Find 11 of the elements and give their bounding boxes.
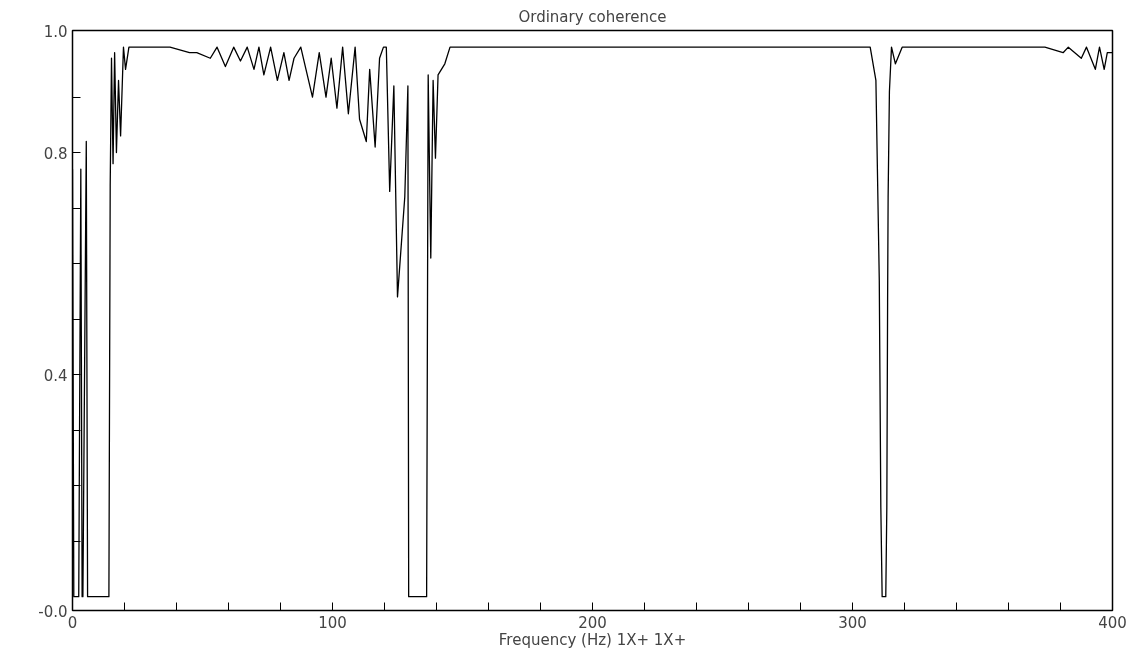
y-tick-label: 0.8: [43, 144, 68, 163]
x-axis-title: Frequency (Hz) 1X+ 1X+: [498, 630, 687, 649]
x-tick-label: 0: [67, 613, 78, 632]
x-tick-label: 400: [1098, 613, 1127, 632]
x-tick-label: 200: [578, 613, 607, 632]
y-tick-label: -0.0: [38, 602, 68, 621]
y-tick-label: 1.0: [43, 22, 68, 41]
x-tick-label: 300: [838, 613, 867, 632]
y-tick-label: 0.4: [43, 366, 68, 385]
x-tick-label: 100: [318, 613, 347, 632]
chart-title: Ordinary coherence: [518, 7, 667, 26]
